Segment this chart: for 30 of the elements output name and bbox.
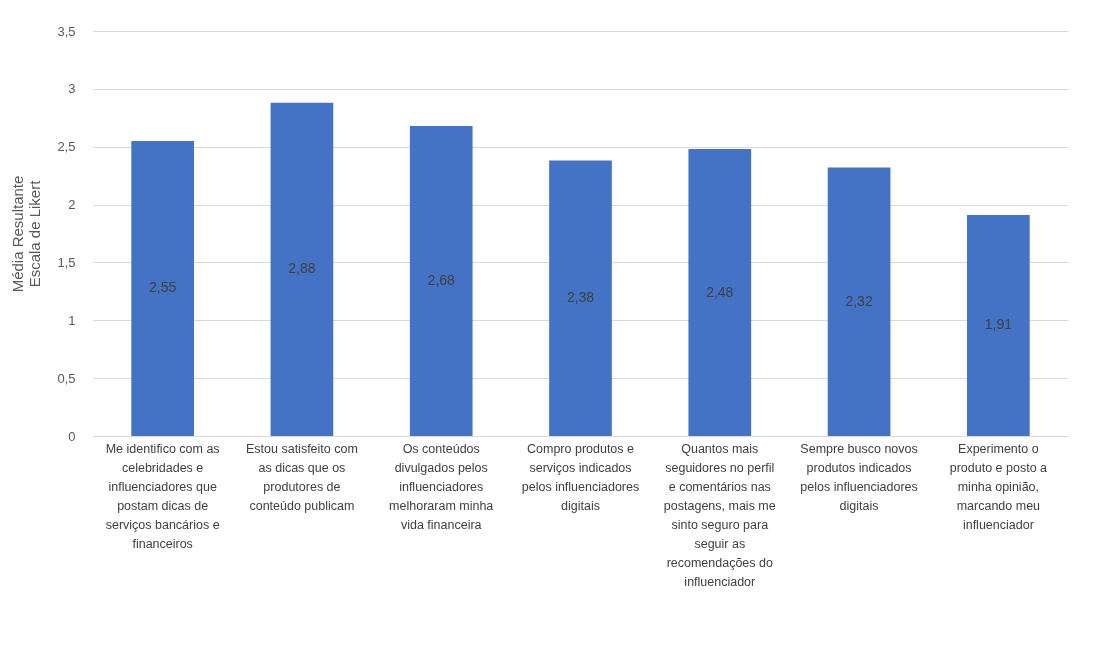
- bar: [549, 160, 612, 436]
- y-tick-label: 3,5: [57, 23, 76, 39]
- data-label: 2,32: [845, 292, 873, 309]
- x-tick-label: Estou satisfeito com as dicas que os produtores de conteúdo publicam: [246, 441, 358, 513]
- x-tick-label: Experimento o produto e posto a minha opinião, marcando meu influenciador: [949, 441, 1048, 532]
- y-tick-label: 1,5: [57, 254, 76, 270]
- y-axis-title: Média Resultante Escala de Likert: [9, 175, 44, 293]
- data-label: 1,91: [984, 316, 1013, 333]
- bar: [827, 167, 891, 436]
- x-tick-label: Sempre busco novos produtos indicados pelos influenciadores digitais: [800, 441, 918, 513]
- data-label: 2,68: [427, 271, 456, 288]
- data-label: 2,55: [149, 279, 177, 296]
- x-tick-label: Os conteúdos divulgados pelos influenciadores melhoraram minha vida financeira: [389, 441, 494, 532]
- x-tick-label: Me identifico com as celebridades e influenciadores que postam dicas de serviços bancários e financeiros: [105, 441, 220, 551]
- y-tick-label: 0,5: [57, 370, 76, 386]
- bar: [688, 149, 752, 436]
- y-tick-label: 2: [68, 197, 76, 213]
- y-tick-label: 2,5: [57, 139, 76, 155]
- x-tick-label: Compro produtos e serviços indicados pelos influenciadores digitais: [521, 441, 640, 513]
- x-tick-label: Quantos mais seguidores no perfil e comentários nas postagens, mais me sinto seguro para seguir as recomendações do influenciador: [663, 441, 776, 589]
- y-tick-label: 3: [68, 81, 76, 97]
- data-label: 2,88: [288, 260, 316, 277]
- y-tick-label: 0: [68, 428, 76, 444]
- data-label: 2,38: [566, 289, 595, 306]
- data-label: 2,48: [706, 283, 734, 300]
- y-tick-label: 1: [68, 312, 76, 328]
- bar: [409, 125, 473, 436]
- bar: [270, 102, 334, 436]
- bar: [131, 140, 194, 436]
- bar: [967, 214, 1030, 436]
